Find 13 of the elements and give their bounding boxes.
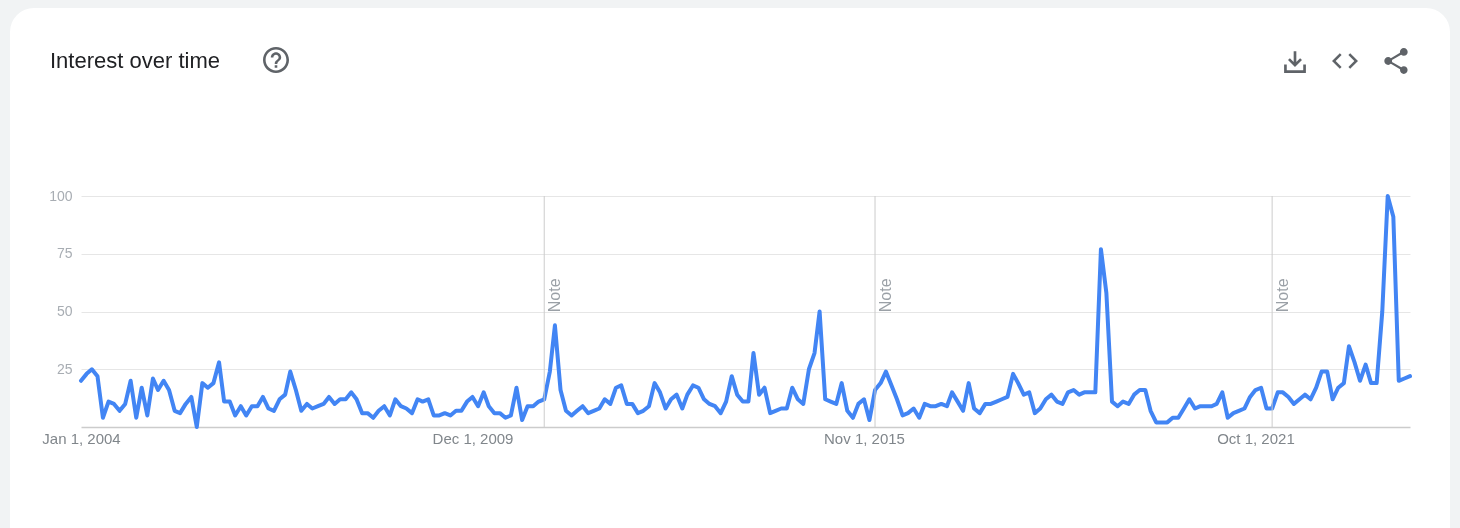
y-tick-label: 25	[56, 360, 73, 377]
ref-line-label: Note	[546, 278, 564, 313]
x-tick-label: Jan 1, 2004	[42, 429, 121, 447]
chart-title: Interest over time	[50, 47, 220, 75]
y-tick-label: 75	[56, 245, 73, 262]
ref-line-label: Note	[877, 278, 895, 313]
x-tick-label: Dec 1, 2009	[432, 429, 514, 447]
x-tick-label: Nov 1, 2015	[824, 429, 905, 447]
x-tick-label: Oct 1, 2021	[1217, 429, 1295, 447]
y-tick-label: 50	[56, 303, 73, 319]
ref-line-label: Note	[1274, 278, 1292, 313]
y-tick-label: 100	[49, 187, 73, 204]
line-series	[79, 194, 1412, 429]
